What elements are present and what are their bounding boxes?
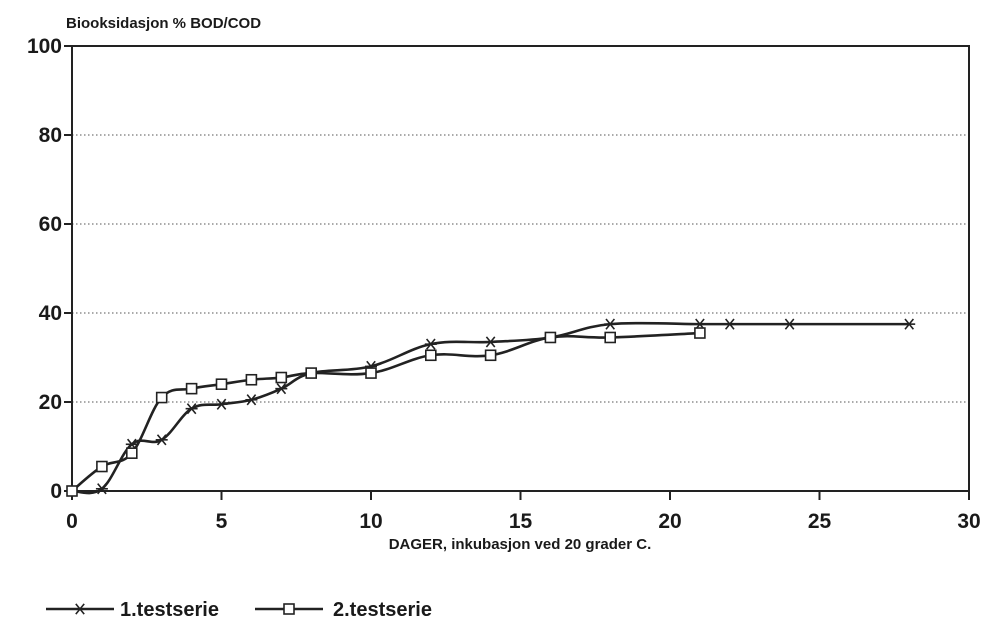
y-tick-label: 20: [39, 391, 62, 414]
data-point: [245, 394, 258, 406]
x-axis-label: DAGER, inkubasjon ved 20 grader C.: [389, 536, 652, 553]
marker-stroke: [246, 394, 257, 406]
data-point: [365, 367, 377, 379]
grid-lines: [72, 134, 969, 403]
y-tick-label: 80: [39, 124, 62, 147]
series-line: [71, 331, 700, 493]
marker-stroke: [97, 483, 107, 495]
series-layer: [66, 318, 916, 497]
series-1: [66, 318, 916, 497]
data-point: [484, 349, 497, 362]
y-tick-label: 100: [27, 35, 62, 58]
data-point: [275, 383, 288, 395]
data-point: [484, 336, 497, 348]
x-tick-label: 15: [509, 510, 533, 533]
marker-stroke: [605, 318, 616, 330]
y-axis: 0 20 40 60 80 100: [27, 35, 72, 503]
data-point: [185, 403, 198, 415]
data-point: [723, 318, 736, 330]
data-point: [604, 318, 617, 330]
series-2: [66, 327, 706, 497]
data-point: [215, 378, 228, 391]
chart-title: Biooksidasjon % BOD/COD: [66, 15, 261, 32]
marker-stroke: [276, 383, 287, 395]
data-point: [424, 349, 437, 362]
data-point: [155, 391, 168, 404]
legend-label: 1.testserie: [120, 599, 219, 621]
marker-stroke: [75, 603, 85, 615]
y-tick-label: 0: [50, 480, 62, 503]
data-point: [96, 460, 108, 473]
x-tick-label: 0: [66, 510, 78, 533]
data-point: [215, 398, 228, 410]
x-tick-label: 20: [658, 510, 681, 533]
marker-stroke: [156, 434, 167, 446]
data-point: [903, 318, 916, 330]
data-point: [245, 373, 258, 386]
y-tick-label: 60: [39, 213, 62, 236]
x-axis: 0 5 10 15 20 25 30: [66, 491, 981, 533]
data-point: [783, 318, 796, 330]
legend-marker: [74, 603, 86, 615]
legend: 1.testserie 2.testserie: [46, 599, 432, 621]
data-point: [694, 327, 706, 339]
y-tick-label: 40: [39, 302, 62, 325]
marker-stroke: [186, 403, 197, 415]
legend-label: 2.testserie: [333, 599, 432, 621]
data-point: [155, 434, 168, 446]
data-point: [126, 447, 138, 459]
data-point: [185, 382, 198, 395]
marker-stroke: [784, 318, 795, 330]
plot-frame: [71, 45, 970, 492]
x-tick-label: 5: [216, 510, 228, 533]
data-point: [604, 331, 617, 344]
data-point: [424, 338, 437, 350]
marker-stroke: [485, 336, 496, 348]
legend-item-1: 1.testserie: [46, 599, 219, 621]
x-tick-label: 10: [359, 510, 382, 533]
marker-stroke: [904, 318, 915, 330]
data-point: [305, 367, 318, 379]
marker-stroke: [425, 338, 436, 350]
x-tick-label: 30: [957, 510, 980, 533]
legend-marker: [283, 603, 295, 615]
data-point: [544, 331, 557, 344]
marker-stroke: [724, 318, 735, 330]
data-point: [95, 483, 108, 495]
data-point: [275, 371, 288, 384]
marker-stroke: [216, 398, 227, 410]
data-point: [66, 485, 78, 497]
x-tick-label: 25: [808, 510, 832, 533]
legend-item-2: 2.testserie: [255, 599, 432, 621]
